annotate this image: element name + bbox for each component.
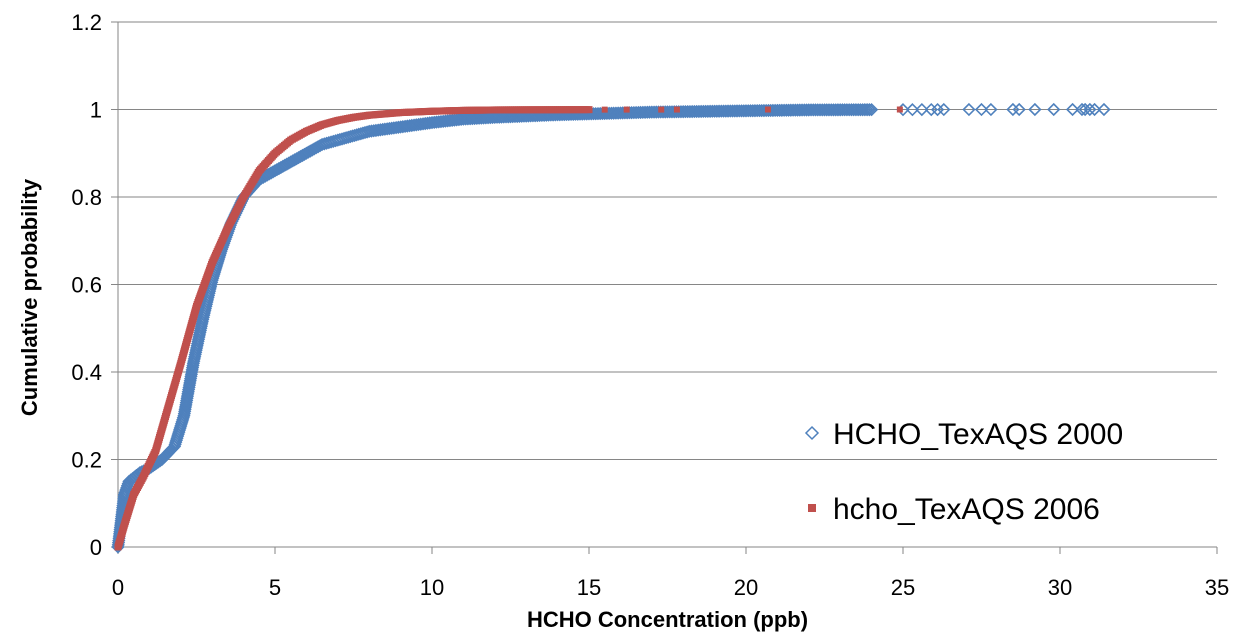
data-point xyxy=(1087,102,1102,117)
x-tick-label: 0 xyxy=(112,575,124,600)
series-hcho-2006 xyxy=(114,106,903,551)
x-tick-label: 5 xyxy=(269,575,281,600)
x-tick-label: 30 xyxy=(1048,575,1072,600)
data-point xyxy=(658,106,665,113)
legend-item-2006: hcho_TexAQS 2006 xyxy=(808,493,1100,526)
data-point xyxy=(623,106,630,113)
plot-area xyxy=(111,102,1111,554)
y-tick-label: 0.8 xyxy=(71,185,102,210)
data-point xyxy=(905,102,920,117)
grid-lines xyxy=(118,21,1217,460)
x-tick-label: 10 xyxy=(420,575,444,600)
data-point xyxy=(1028,102,1042,117)
y-tick-label: 1 xyxy=(90,98,102,123)
x-axis-title: HCHO Concentration (ppb) xyxy=(527,607,808,632)
y-axis-title: Cumulative probability xyxy=(17,178,42,416)
data-point xyxy=(1097,102,1111,117)
x-tick-label: 20 xyxy=(734,575,758,600)
data-point xyxy=(1012,102,1026,117)
x-tick-label: 15 xyxy=(577,575,601,600)
data-point xyxy=(585,106,593,114)
legend-item-2000: HCHO_TexAQS 2000 xyxy=(804,418,1123,451)
legend: HCHO_TexAQS 2000 hcho_TexAQS 2006 xyxy=(804,418,1123,526)
data-point xyxy=(764,106,771,113)
y-tick-label: 0 xyxy=(90,535,102,560)
tick-labels: 0 0.2 0.4 0.6 0.8 1 1.2 0 5 10 15 20 25 30 35 xyxy=(71,10,1229,600)
data-point xyxy=(896,106,903,113)
data-point xyxy=(962,102,976,117)
x-tick-label: 25 xyxy=(891,575,915,600)
data-point xyxy=(1047,102,1061,117)
legend-marker-square xyxy=(808,504,816,512)
data-point xyxy=(1078,102,1092,117)
data-point xyxy=(984,102,998,117)
y-tick-label: 0.6 xyxy=(71,273,102,298)
data-point xyxy=(860,103,874,117)
y-tick-label: 0.4 xyxy=(71,360,102,385)
x-tick-label: 35 xyxy=(1205,575,1229,600)
data-point xyxy=(974,102,989,117)
data-point xyxy=(1065,102,1080,117)
data-point xyxy=(862,103,876,117)
data-point xyxy=(1083,102,1097,117)
legend-label: hcho_TexAQS 2006 xyxy=(833,493,1100,526)
y-tick-label: 1.2 xyxy=(71,10,102,35)
legend-label: HCHO_TexAQS 2000 xyxy=(833,418,1123,451)
y-tick-label: 0.2 xyxy=(71,448,102,473)
axes xyxy=(111,21,1218,554)
legend-marker-diamond xyxy=(804,425,820,441)
data-point xyxy=(937,102,951,117)
data-point xyxy=(915,102,929,117)
data-point xyxy=(673,106,680,113)
data-point xyxy=(864,103,879,117)
data-point xyxy=(601,106,608,113)
